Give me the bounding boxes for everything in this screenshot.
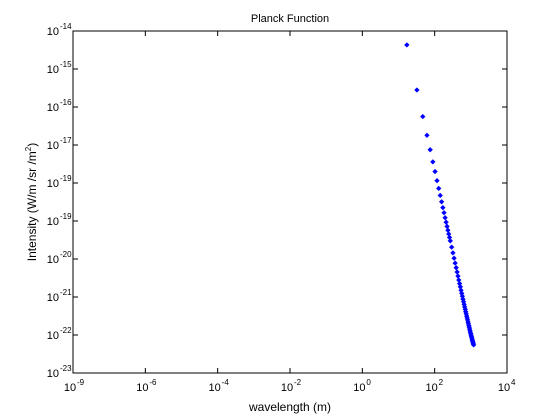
y-tick-label-base: 10 [47, 102, 59, 114]
x-tick-label: 10 2 [426, 378, 444, 394]
x-tick-label-exp: 0 [366, 378, 371, 387]
x-tick-label: 10 4 [498, 378, 516, 394]
chart-title: Planck Function [251, 13, 329, 25]
y-tick-label: 10 -17 [47, 136, 72, 152]
data-point [441, 209, 447, 216]
x-tick-label-base: 10 [498, 382, 510, 394]
data-point [438, 199, 445, 205]
y-axis-label-sup: 2 [24, 146, 33, 151]
data-point [434, 177, 440, 184]
y-tick-label: 10 -20 [47, 250, 72, 266]
y-tick-label: 10 -23 [47, 364, 72, 380]
y-tick-label: 10 -16 [47, 98, 72, 114]
x-tick-label-exp: 4 [511, 378, 516, 387]
x-tick-label-base: 10 [426, 382, 438, 394]
y-tick-label-exp: -19 [60, 212, 72, 221]
y-tick-label-base: 10 [47, 178, 59, 190]
data-point [420, 113, 426, 120]
y-axis-label-main: Intensity (W/m /sr /m [25, 151, 39, 261]
x-axis-label: wavelength (m) [248, 400, 331, 414]
x-tick-label-exp: -6 [149, 378, 157, 387]
y-tick-label-exp: -17 [60, 136, 72, 145]
y-tick-label-base: 10 [47, 368, 59, 380]
data-point [451, 255, 457, 261]
y-axis-label-close: ) [25, 143, 39, 147]
y-tick-label-exp: -22 [60, 326, 72, 335]
y-tick-label-base: 10 [47, 26, 59, 38]
y-tick-label-exp: -19 [60, 174, 72, 183]
x-tick-label: 10 -6 [136, 378, 157, 394]
y-tick-label-exp: -15 [60, 60, 72, 69]
data-point [452, 260, 458, 266]
data-point [470, 342, 477, 348]
data-point [414, 87, 420, 93]
x-tick-label-exp: 2 [439, 378, 444, 387]
data-point [430, 159, 436, 165]
data-point [437, 192, 443, 199]
y-tick-label-base: 10 [47, 292, 59, 304]
x-tick-label: 10 -4 [209, 378, 230, 394]
data-point [448, 244, 455, 250]
y-axis-label: Intensity (W/m /sr /m2) [24, 143, 39, 261]
x-ticks: 10 -9 10 -6 10 -4 10 -2 10 0 10 2 10 4 [64, 31, 516, 394]
data-point [427, 146, 433, 153]
y-tick-label: 10 -15 [47, 60, 72, 76]
data-point [440, 204, 446, 211]
data-point [424, 132, 430, 139]
x-tick-label-exp: -2 [294, 378, 302, 387]
y-tick-label-exp: -16 [60, 98, 72, 107]
x-tick-label: 10 -2 [281, 378, 302, 394]
y-tick-label: 10 -21 [47, 288, 72, 304]
x-tick-label-base: 10 [136, 382, 148, 394]
y-tick-label: 10 -19 [47, 174, 72, 190]
x-tick-label-exp: -9 [77, 378, 85, 387]
x-tick-label: 10 -9 [64, 378, 85, 394]
data-point [453, 264, 459, 271]
x-tick-label-base: 10 [353, 382, 365, 394]
x-tick-label-base: 10 [64, 382, 76, 394]
data-point [447, 238, 454, 244]
x-tick-label-exp: -4 [222, 378, 230, 387]
y-tick-label-exp: -20 [60, 250, 72, 259]
y-tick-label-base: 10 [47, 254, 59, 266]
x-tick-label: 10 0 [353, 378, 371, 394]
y-tick-label: 10 -22 [47, 326, 72, 342]
y-tick-label-base: 10 [47, 216, 59, 228]
y-tick-label-base: 10 [47, 330, 59, 342]
axes-box [72, 30, 508, 374]
data-point [435, 185, 442, 192]
y-tick-label-exp: -21 [60, 288, 72, 297]
x-tick-label-base: 10 [281, 382, 293, 394]
data-point [443, 219, 449, 225]
y-tick-label: 10 -19 [47, 212, 72, 228]
data-point [432, 168, 438, 175]
data-point [442, 214, 448, 221]
data-point [404, 42, 410, 48]
y-tick-label-base: 10 [47, 140, 59, 152]
data-point [450, 250, 456, 256]
y-tick-label-base: 10 [47, 64, 59, 76]
data-markers [404, 42, 477, 348]
x-tick-label-base: 10 [209, 382, 221, 394]
y-tick-label-exp: -23 [60, 364, 72, 373]
y-tick-label: 10 -14 [47, 22, 72, 38]
y-tick-label-exp: -14 [60, 22, 72, 31]
